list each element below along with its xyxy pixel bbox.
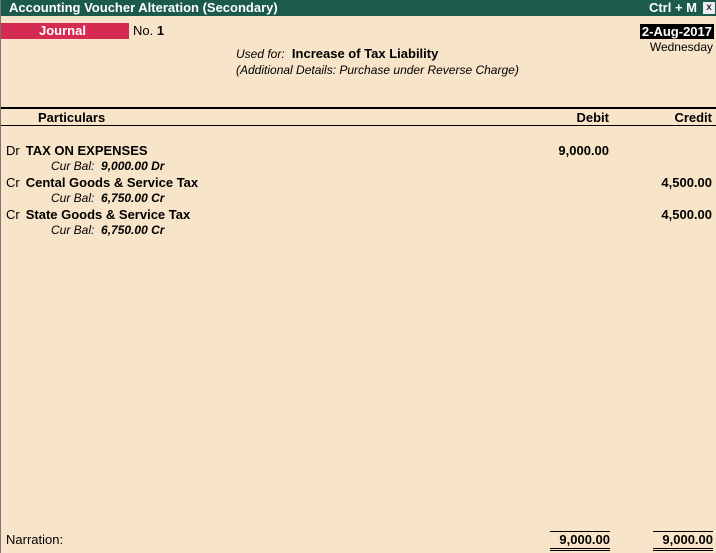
ledger-name: State Goods & Service Tax bbox=[25, 207, 191, 222]
cur-bal: 6,750.00 Cr bbox=[101, 223, 165, 237]
cur-bal-label: Cur Bal: bbox=[51, 191, 95, 205]
close-icon[interactable]: x bbox=[703, 2, 715, 14]
dr-cr: Cr bbox=[6, 175, 20, 190]
credit-amount: 4,500.00 bbox=[661, 175, 712, 190]
cur-bal: 6,750.00 Cr bbox=[101, 191, 165, 205]
ledger-name: TAX ON EXPENSES bbox=[25, 143, 148, 158]
cur-bal-label: Cur Bal: bbox=[51, 223, 95, 237]
voucher-no-label: No. bbox=[133, 23, 154, 38]
voucher-day: Wednesday bbox=[649, 40, 713, 54]
total-debit: 9,000.00 bbox=[550, 531, 610, 551]
dr-cr: Dr bbox=[6, 143, 20, 158]
col-particulars: Particulars bbox=[38, 110, 106, 125]
window-title: Accounting Voucher Alteration (Secondary… bbox=[9, 0, 278, 15]
credit-amount: 4,500.00 bbox=[661, 207, 712, 222]
used-for-label: Used for: bbox=[236, 47, 285, 61]
divider bbox=[1, 107, 716, 109]
total-credit: 9,000.00 bbox=[653, 531, 713, 551]
cur-bal: 9,000.00 Dr bbox=[101, 159, 165, 173]
used-for: Used for: Increase of Tax Liability bbox=[236, 46, 438, 61]
voucher-no-value: 1 bbox=[156, 23, 165, 38]
used-for-value: Increase of Tax Liability bbox=[291, 46, 439, 61]
voucher-type[interactable]: Journal bbox=[1, 23, 129, 39]
divider bbox=[1, 125, 716, 126]
voucher-number[interactable]: No. 1 bbox=[133, 23, 164, 39]
shortcut-label: Ctrl + M bbox=[648, 0, 697, 15]
voucher-date[interactable]: 2-Aug-2017 bbox=[639, 24, 714, 39]
col-debit: Debit bbox=[576, 110, 610, 125]
title-bar: Accounting Voucher Alteration (Secondary… bbox=[1, 0, 716, 16]
debit-amount: 9,000.00 bbox=[558, 143, 609, 158]
additional-details: (Additional Details: Purchase under Reve… bbox=[236, 63, 519, 77]
cur-bal-label: Cur Bal: bbox=[51, 159, 95, 173]
narration-label[interactable]: Narration: bbox=[6, 532, 64, 547]
col-credit: Credit bbox=[674, 110, 712, 125]
dr-cr: Cr bbox=[6, 207, 20, 222]
ledger-name: Cental Goods & Service Tax bbox=[25, 175, 199, 190]
